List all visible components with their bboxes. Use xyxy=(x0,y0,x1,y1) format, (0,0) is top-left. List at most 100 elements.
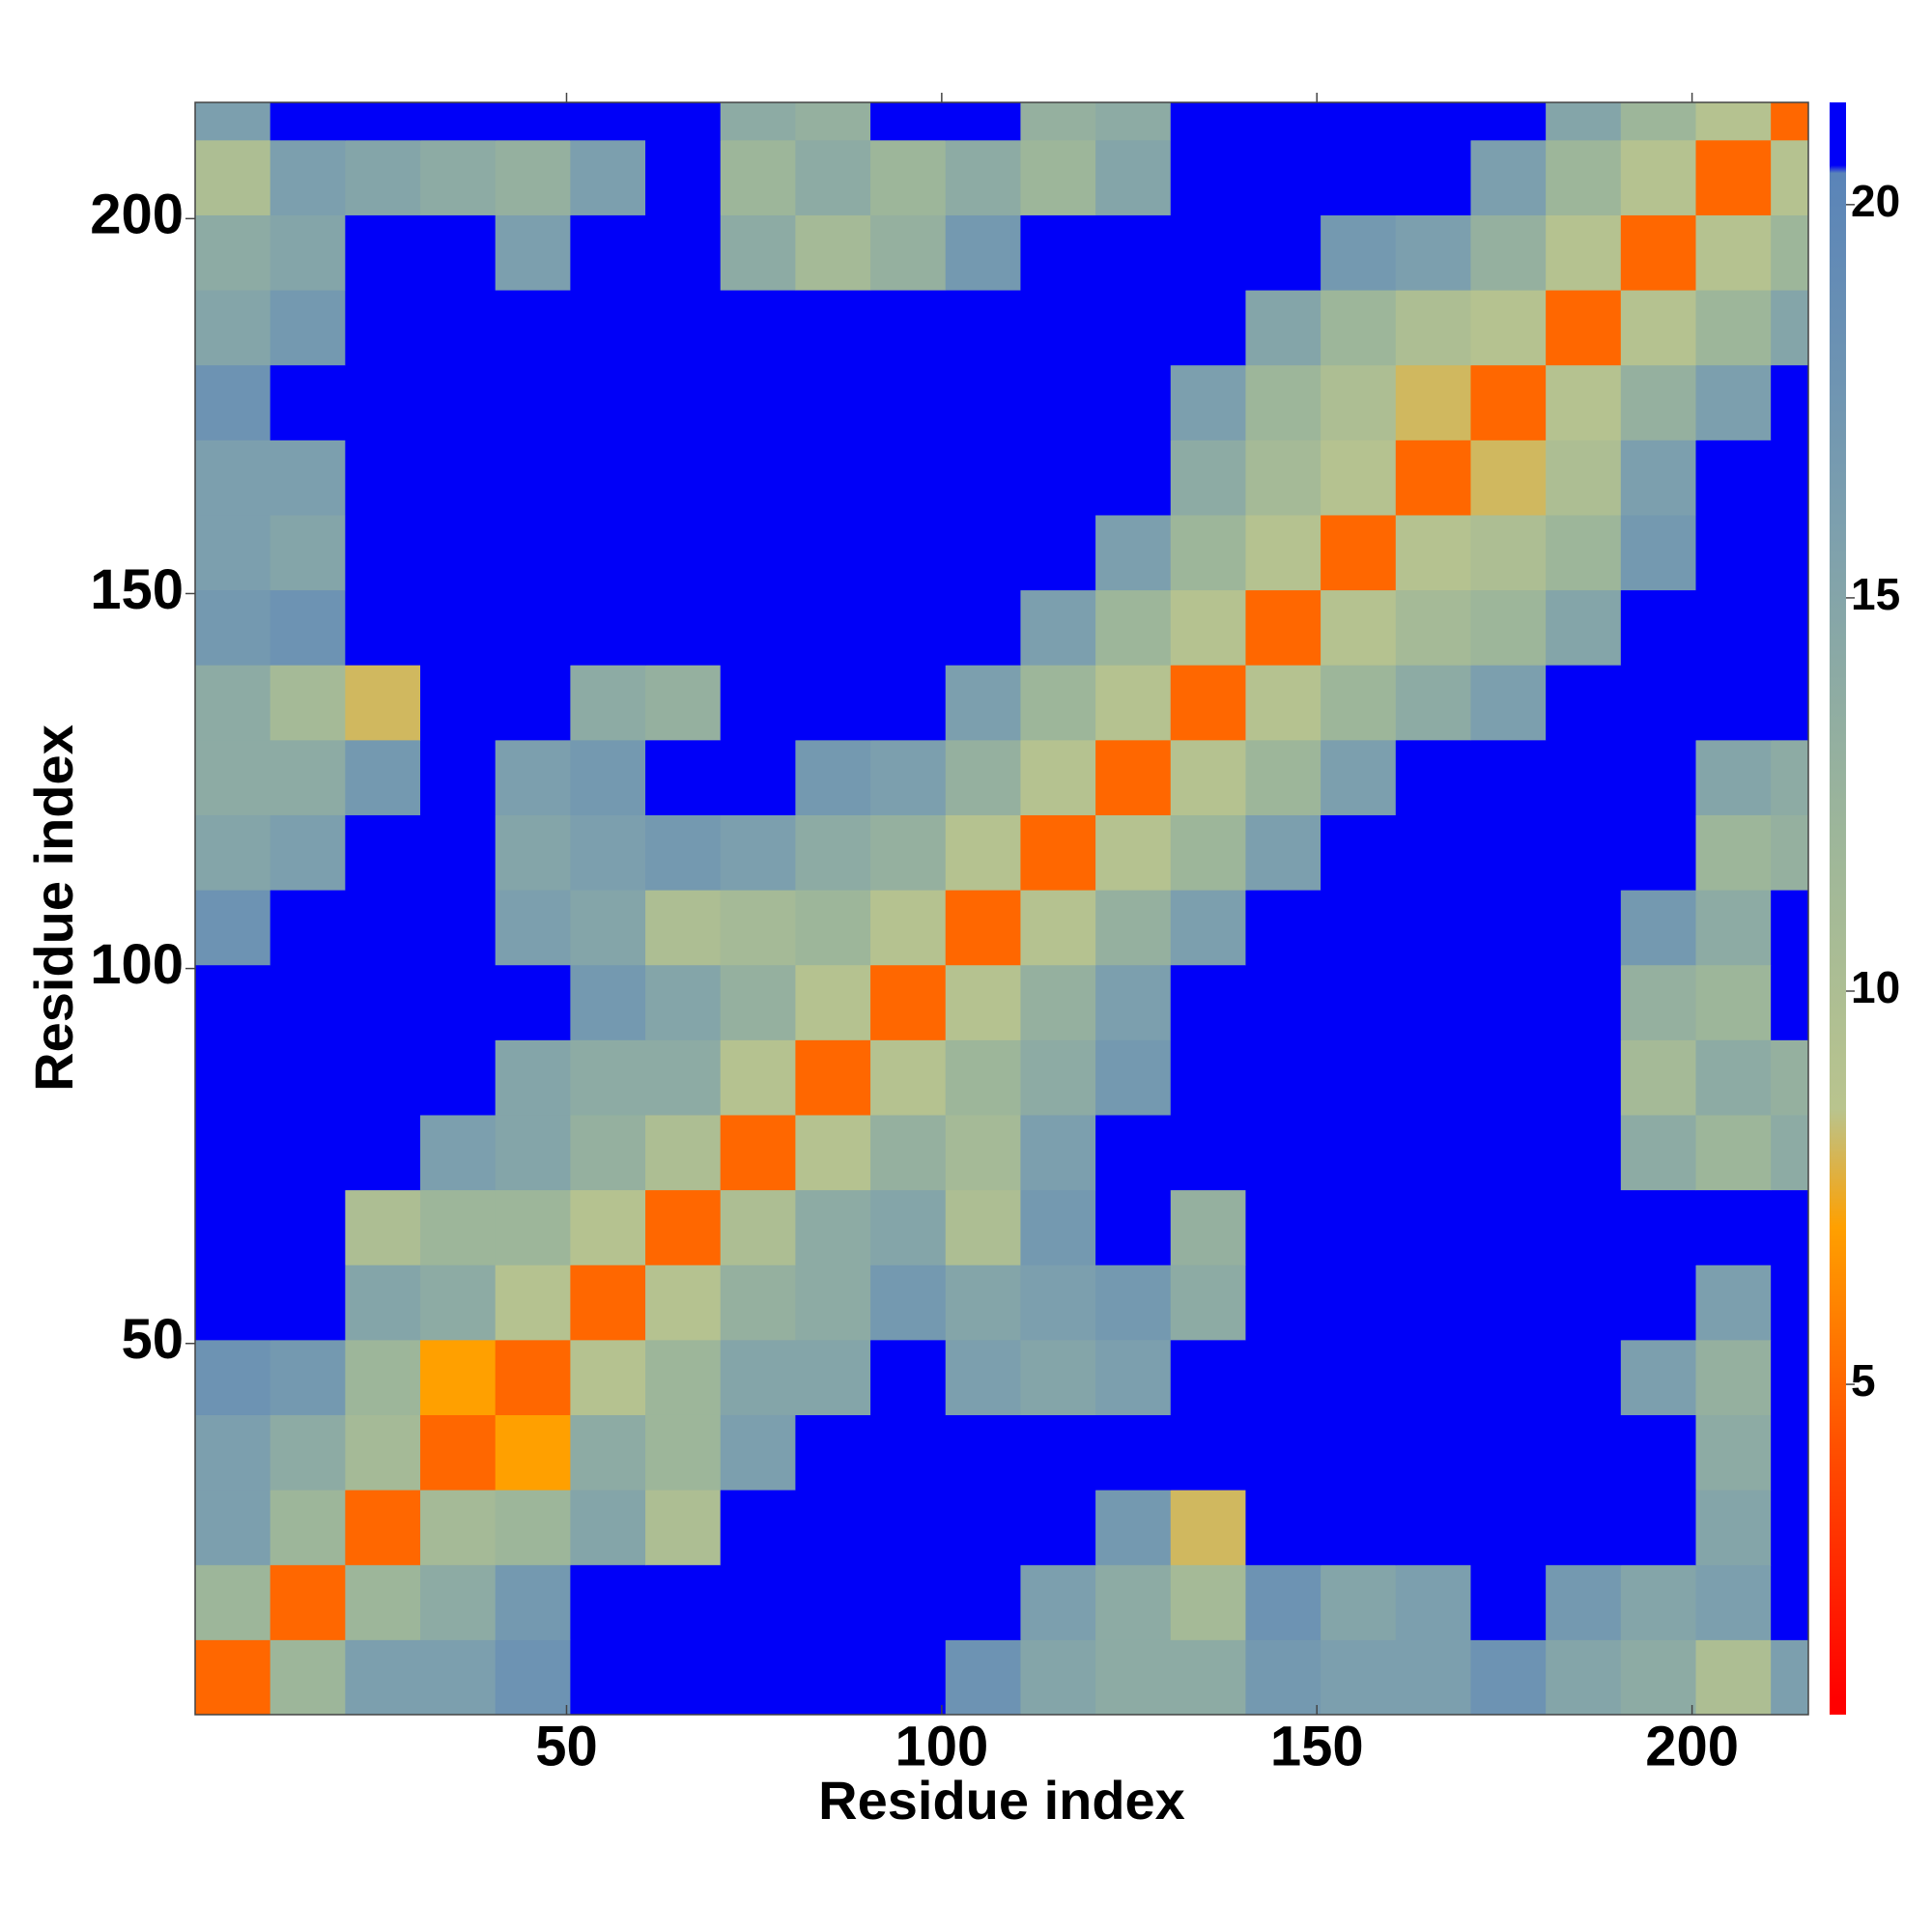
heatmap-cell xyxy=(1546,440,1622,516)
heatmap-cell xyxy=(720,739,796,815)
heatmap-cell xyxy=(420,290,497,366)
heatmap-cell xyxy=(1095,1564,1172,1640)
heatmap-cell xyxy=(945,290,1021,366)
heatmap-cell xyxy=(795,1114,871,1191)
heatmap-cell xyxy=(1546,364,1622,440)
heatmap-cell xyxy=(1095,1339,1172,1415)
heatmap-cell xyxy=(420,1114,497,1191)
heatmap-cell xyxy=(645,814,722,891)
heatmap-cell xyxy=(1470,890,1547,966)
heatmap-cell xyxy=(1321,1490,1397,1566)
heatmap-cell xyxy=(270,514,346,591)
y-tick-label: 50 xyxy=(121,1308,184,1371)
heatmap-cell xyxy=(195,1039,271,1116)
heatmap-cell xyxy=(945,589,1021,666)
heatmap-cell xyxy=(720,364,796,440)
heatmap-cell xyxy=(270,139,346,215)
heatmap-cell xyxy=(1771,514,1809,591)
heatmap-cell xyxy=(645,964,722,1040)
heatmap-cell xyxy=(795,739,871,815)
heatmap-cell xyxy=(1245,1264,1321,1341)
heatmap-cell xyxy=(570,1639,646,1716)
heatmap-cell xyxy=(570,102,646,141)
heatmap-cell xyxy=(795,440,871,516)
heatmap-cell xyxy=(1546,1490,1622,1566)
heatmap-cell xyxy=(795,290,871,366)
heatmap-cell xyxy=(420,814,497,891)
heatmap-cell xyxy=(345,1639,421,1716)
heatmap-cell xyxy=(720,814,796,891)
heatmap-cell xyxy=(795,364,871,440)
heatmap-cell xyxy=(1321,290,1397,366)
heatmap-cell xyxy=(1095,214,1172,291)
heatmap-cell xyxy=(1620,102,1696,141)
heatmap-cell xyxy=(495,139,571,215)
heatmap-cell xyxy=(1620,514,1696,591)
heatmap-cell xyxy=(645,1639,722,1716)
colorbar-tick-label: 5 xyxy=(1851,1355,1876,1406)
heatmap-cell xyxy=(495,1189,571,1265)
heatmap-cell xyxy=(270,214,346,291)
heatmap-cell xyxy=(1020,102,1096,141)
heatmap-cell xyxy=(1620,1039,1696,1116)
heatmap-cell xyxy=(1546,214,1622,291)
heatmap-cell xyxy=(1771,814,1809,891)
heatmap-cell xyxy=(270,102,346,141)
heatmap-cell xyxy=(195,1564,271,1640)
heatmap-cell xyxy=(570,290,646,366)
heatmap-cell xyxy=(570,964,646,1040)
heatmap-cell xyxy=(1620,589,1696,666)
heatmap-cell xyxy=(1771,1564,1809,1640)
heatmap-cell xyxy=(1470,964,1547,1040)
heatmap-cell xyxy=(645,364,722,440)
heatmap-cell xyxy=(195,1639,271,1716)
heatmap-cell xyxy=(720,1414,796,1491)
heatmap-cell xyxy=(1546,1114,1622,1191)
heatmap-cell xyxy=(1395,290,1471,366)
heatmap-cell xyxy=(1170,139,1246,215)
heatmap-cell xyxy=(1771,890,1809,966)
heatmap-cell xyxy=(420,1039,497,1116)
heatmap-cell xyxy=(1695,102,1772,141)
heatmap-cell xyxy=(1245,964,1321,1040)
heatmap-cell xyxy=(1245,1639,1321,1716)
heatmap-cell xyxy=(1395,1264,1471,1341)
heatmap-cell xyxy=(1245,1339,1321,1415)
heatmap-cell xyxy=(1020,665,1096,741)
heatmap-cell xyxy=(270,290,346,366)
heatmap-cell xyxy=(645,1490,722,1566)
heatmap-cell xyxy=(870,1564,947,1640)
heatmap-cell xyxy=(1321,514,1397,591)
heatmap-cell xyxy=(1470,1114,1547,1191)
heatmap-cell xyxy=(945,364,1021,440)
heatmap-cell xyxy=(1395,890,1471,966)
heatmap-cell xyxy=(1546,514,1622,591)
heatmap-cell xyxy=(1321,1339,1397,1415)
heatmap-cell xyxy=(1620,1264,1696,1341)
heatmap-cell xyxy=(1695,665,1772,741)
heatmap-cell xyxy=(1546,814,1622,891)
heatmap-cell xyxy=(1170,589,1246,666)
heatmap-cell xyxy=(195,814,271,891)
heatmap-cell xyxy=(495,514,571,591)
heatmap-cell xyxy=(720,665,796,741)
heatmap-cell xyxy=(195,139,271,215)
heatmap-cell xyxy=(945,890,1021,966)
heatmap-cell xyxy=(1321,1414,1397,1491)
heatmap-cell xyxy=(870,1490,947,1566)
heatmap-cell xyxy=(195,1490,271,1566)
heatmap-cell xyxy=(1470,364,1547,440)
heatmap-cell xyxy=(1170,514,1246,591)
heatmap-cell xyxy=(1095,1189,1172,1265)
heatmap-cell xyxy=(345,1039,421,1116)
heatmap-cell xyxy=(1771,1264,1809,1341)
heatmap-cell xyxy=(1095,139,1172,215)
heatmap-cell xyxy=(1095,665,1172,741)
heatmap-cell xyxy=(945,1639,1021,1716)
heatmap-cell xyxy=(1470,290,1547,366)
heatmap-cell xyxy=(345,589,421,666)
heatmap-cell xyxy=(195,364,271,440)
heatmap-cell xyxy=(645,290,722,366)
heatmap-cell xyxy=(345,1339,421,1415)
heatmap-cell xyxy=(1695,964,1772,1040)
